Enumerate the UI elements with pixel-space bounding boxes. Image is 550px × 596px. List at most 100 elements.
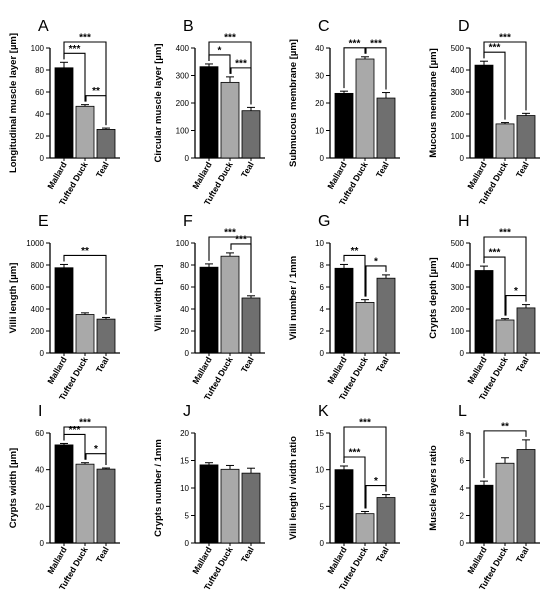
significance-bracket — [85, 453, 107, 466]
bar-tufted-duck — [355, 513, 375, 544]
y-tick-label: 1000 — [26, 239, 44, 248]
y-axis-title: Submucous membrane [µm] — [288, 39, 299, 167]
significance-label: *** — [489, 43, 501, 54]
y-tick-label: 400 — [451, 261, 465, 270]
y-tick-label: 800 — [31, 261, 45, 270]
y-tick-label: 20 — [180, 429, 189, 438]
y-tick-label: 8 — [460, 429, 465, 438]
y-tick-label: 20 — [180, 327, 189, 336]
significance-bracket — [343, 47, 366, 89]
y-tick-label: 8 — [320, 261, 325, 270]
y-tick-label: 40 — [180, 305, 189, 314]
y-axis-title: Longitudinal muscle layer [µm] — [8, 33, 19, 173]
x-tick-label: Teal — [239, 545, 256, 564]
y-axis-title: Villi length / width ratio — [288, 436, 299, 540]
panel-letter: C — [318, 18, 330, 35]
significance-label: *** — [235, 58, 247, 69]
significance-bracket — [343, 254, 366, 297]
y-tick-label: 600 — [31, 283, 45, 292]
bar-tufted-duck — [75, 463, 95, 544]
y-tick-label: 300 — [176, 72, 190, 81]
y-axis-title: Crypts depth [µm] — [428, 257, 439, 338]
significance-bracket — [483, 51, 506, 120]
y-axis-title: Muscle layers ratio — [428, 445, 439, 531]
y-axis-title: Crypts number / 1mm — [153, 439, 164, 537]
significance-label: * — [218, 45, 222, 56]
significance-bracket — [63, 52, 86, 102]
significance-label: *** — [349, 448, 361, 459]
bar-mallard — [54, 444, 74, 544]
y-tick-label: 300 — [451, 88, 465, 97]
bar-tufted-duck — [220, 468, 240, 544]
x-tick-label: Teal — [239, 355, 256, 374]
significance-bracket — [483, 430, 527, 479]
panel-letter: K — [318, 403, 329, 420]
bar-teal — [241, 297, 261, 354]
x-tick-label: Teal — [374, 545, 391, 564]
y-tick-label: 30 — [315, 72, 324, 81]
y-tick-label: 10 — [315, 239, 324, 248]
y-tick-label: 400 — [176, 44, 190, 53]
significance-label: *** — [499, 228, 511, 239]
panel-letter: E — [38, 213, 49, 230]
y-tick-label: 6 — [460, 457, 465, 466]
bar-mallard — [474, 484, 494, 544]
y-tick-label: 0 — [460, 539, 465, 548]
y-tick-label: 0 — [460, 349, 465, 358]
y-tick-label: 200 — [451, 305, 465, 314]
significance-bracket — [230, 243, 252, 293]
significance-bracket — [63, 433, 86, 460]
y-tick-label: 10 — [315, 127, 324, 136]
y-tick-label: 60 — [35, 429, 44, 438]
significance-bracket — [63, 254, 107, 315]
y-tick-label: 0 — [40, 349, 45, 358]
significance-label: ** — [351, 246, 359, 257]
significance-label: *** — [224, 228, 236, 239]
significance-label: *** — [499, 33, 511, 44]
significance-label: *** — [235, 234, 247, 245]
y-tick-label: 40 — [35, 110, 44, 119]
bar-mallard — [54, 267, 74, 354]
significance-bracket — [63, 426, 107, 466]
y-tick-label: 6 — [320, 283, 325, 292]
significance-bracket — [230, 67, 252, 105]
bar-teal — [376, 497, 396, 544]
bar-mallard — [334, 92, 354, 159]
significance-label: ** — [92, 86, 100, 97]
significance-bracket — [63, 41, 107, 126]
y-tick-label: 4 — [460, 484, 465, 493]
y-tick-label: 100 — [451, 327, 465, 336]
y-tick-label: 200 — [176, 99, 190, 108]
y-tick-label: 15 — [315, 429, 324, 438]
y-tick-label: 2 — [320, 327, 325, 336]
panel-letter: J — [183, 403, 191, 420]
significance-bracket — [365, 47, 387, 90]
y-tick-label: 100 — [176, 127, 190, 136]
panel-letter: B — [183, 18, 194, 35]
y-tick-label: 400 — [31, 305, 45, 314]
y-tick-label: 0 — [185, 154, 190, 163]
bar-teal — [516, 307, 536, 354]
significance-bracket — [343, 456, 366, 509]
significance-label: * — [374, 256, 378, 267]
y-tick-label: 0 — [320, 349, 325, 358]
y-axis-title: Villi number / 1mm — [288, 256, 299, 340]
x-tick-label: Teal — [94, 160, 111, 179]
y-tick-label: 0 — [40, 154, 45, 163]
significance-label: ** — [81, 246, 89, 257]
bar-mallard — [334, 469, 354, 544]
x-tick-label: Teal — [94, 545, 111, 564]
bar-tufted-duck — [495, 462, 515, 544]
bar-teal — [96, 468, 116, 544]
x-tick-label: Teal — [94, 355, 111, 374]
y-axis-title: Crypts width [µm] — [8, 448, 19, 528]
bar-tufted-duck — [495, 319, 515, 354]
significance-bracket — [483, 236, 527, 302]
bar-mallard — [199, 464, 219, 544]
y-tick-label: 0 — [320, 154, 325, 163]
